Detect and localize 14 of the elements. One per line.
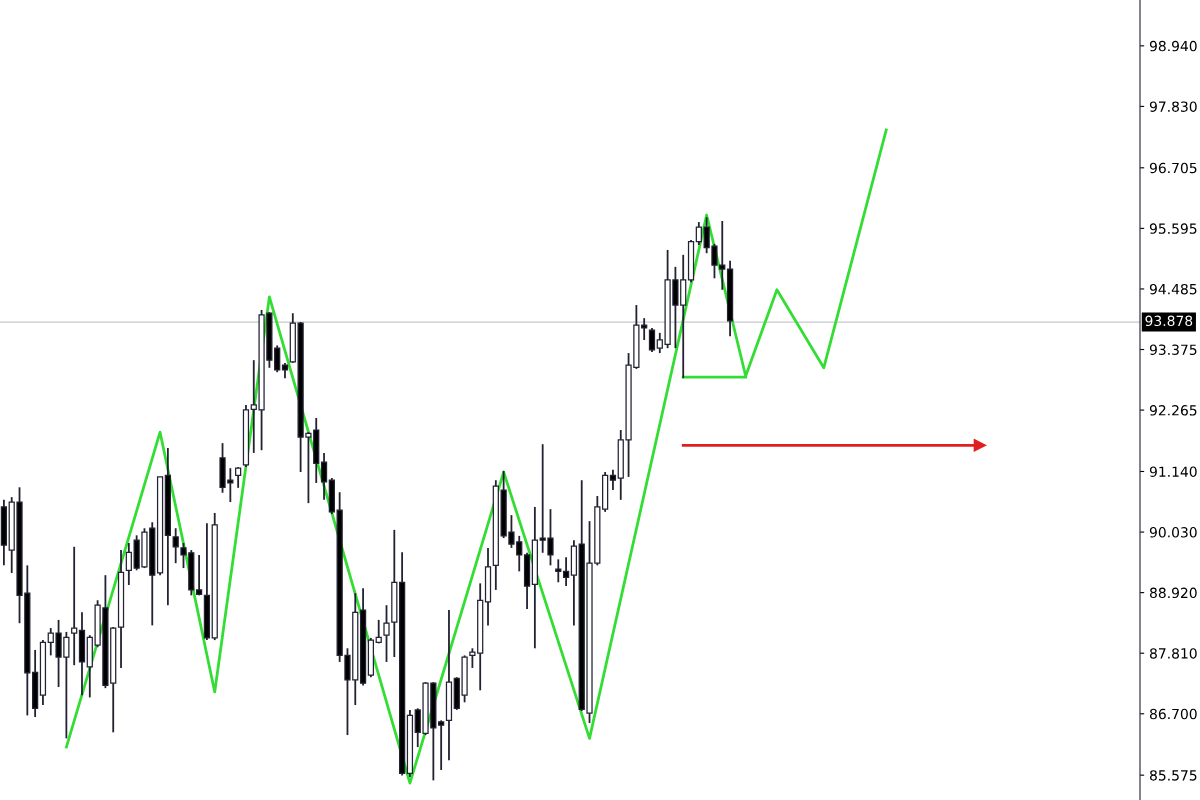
y-tick-label: 95.595 xyxy=(1149,223,1197,234)
y-tick-label: 91.140 xyxy=(1149,466,1197,477)
y-tick-label: 85.575 xyxy=(1149,770,1197,781)
y-tick-label: 93.375 xyxy=(1149,344,1197,355)
y-tick-label: 88.920 xyxy=(1149,587,1197,599)
y-tick-label: 87.810 xyxy=(1149,648,1197,659)
y-tick-label: 92.265 xyxy=(1149,405,1197,416)
y-tick-label: 98.940 xyxy=(1149,40,1197,52)
ref-line-label: 93.878 xyxy=(1145,315,1193,327)
y-tick-label: 97.830 xyxy=(1149,101,1197,112)
y-tick-label: 86.700 xyxy=(1149,708,1197,720)
y-tick-label: 94.485 xyxy=(1149,283,1197,295)
y-tick-label: 90.030 xyxy=(1149,527,1197,538)
y-tick-label: 96.705 xyxy=(1149,162,1197,174)
